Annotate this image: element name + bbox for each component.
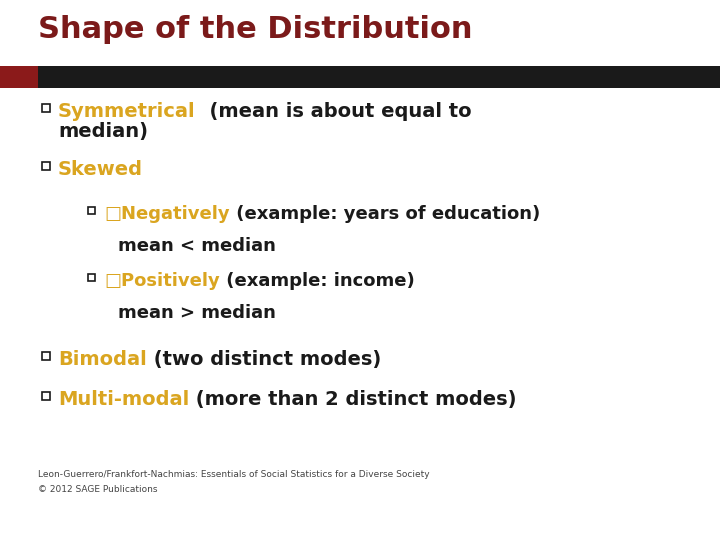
Bar bbox=[42, 392, 50, 400]
Bar bbox=[0, 66, 38, 88]
Bar bbox=[88, 207, 95, 214]
Text: (example: years of education): (example: years of education) bbox=[230, 205, 540, 223]
Text: Leon-Guerrero/Frankfort-Nachmias: Essentials of Social Statistics for a Diverse : Leon-Guerrero/Frankfort-Nachmias: Essent… bbox=[38, 470, 430, 479]
Bar bbox=[42, 162, 50, 170]
Text: median): median) bbox=[58, 122, 148, 141]
Bar bbox=[42, 352, 50, 360]
Text: © 2012 SAGE Publications: © 2012 SAGE Publications bbox=[38, 485, 158, 494]
Text: mean < median: mean < median bbox=[118, 237, 276, 255]
Text: Shape of the Distribution: Shape of the Distribution bbox=[38, 15, 472, 44]
Text: Multi-modal: Multi-modal bbox=[58, 390, 189, 409]
Text: mean > median: mean > median bbox=[118, 304, 276, 322]
Text: □Negatively: □Negatively bbox=[104, 205, 230, 223]
Text: (more than 2 distinct modes): (more than 2 distinct modes) bbox=[189, 390, 517, 409]
Text: Skewed: Skewed bbox=[58, 160, 143, 179]
Text: (mean is about equal to: (mean is about equal to bbox=[196, 102, 472, 121]
Bar bbox=[42, 104, 50, 112]
Text: (example: income): (example: income) bbox=[220, 272, 415, 290]
Bar bbox=[38, 66, 720, 88]
Text: Symmetrical: Symmetrical bbox=[58, 102, 196, 121]
Text: Bimodal: Bimodal bbox=[58, 350, 147, 369]
Bar bbox=[88, 274, 95, 281]
Text: (two distinct modes): (two distinct modes) bbox=[147, 350, 381, 369]
Text: □Positively: □Positively bbox=[104, 272, 220, 290]
